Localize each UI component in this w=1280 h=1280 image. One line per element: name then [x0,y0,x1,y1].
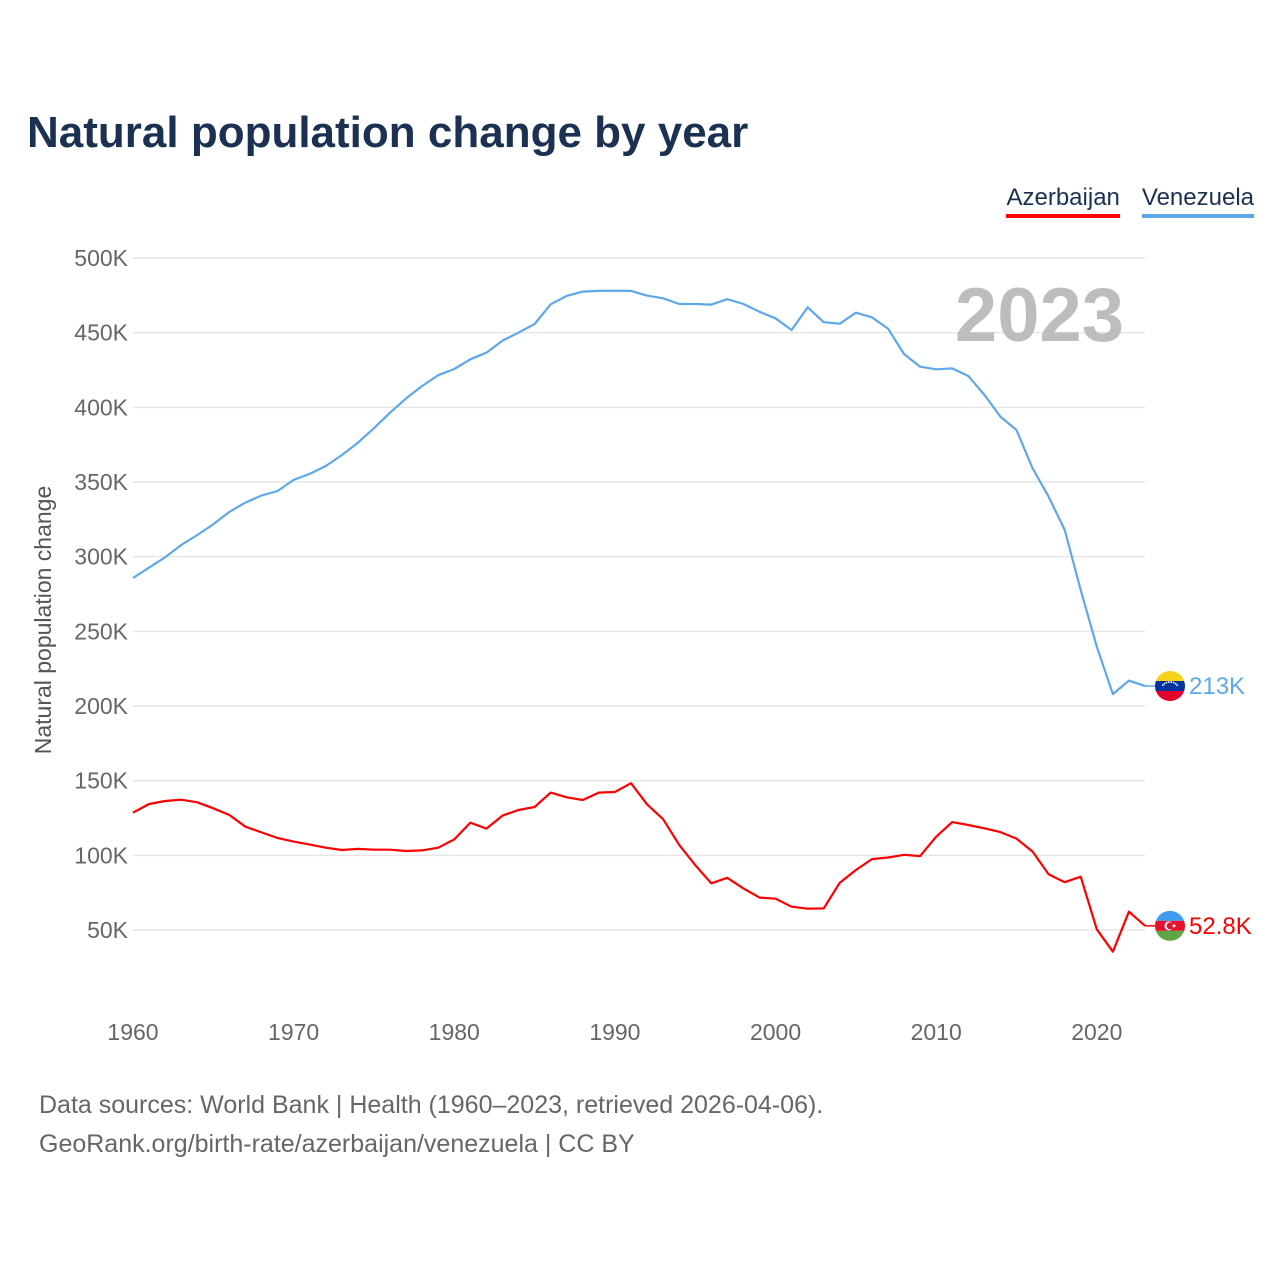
y-tick-label: 300K [74,544,128,570]
line-chart: 50K100K150K200K250K300K350K400K450K500K … [30,245,1252,1045]
y-tick-label: 450K [74,320,128,346]
x-tick-label: 1980 [429,1019,480,1045]
series-line-venezuela [132,289,1146,696]
legend: Azerbaijan Venezuela [1006,184,1254,218]
gridlines [133,257,1145,931]
azerbaijan-flag-icon [1155,910,1185,941]
legend-item-venezuela[interactable]: Venezuela [1141,184,1254,218]
x-tick-label: 2020 [1071,1019,1122,1045]
y-tick-label: 50K [87,917,129,943]
series-lines [132,289,1146,953]
y-tick-label: 150K [74,768,128,794]
x-tick-label: 1990 [589,1019,640,1045]
y-tick-label: 200K [74,693,128,719]
x-tick-label: 2000 [750,1019,801,1045]
y-tick-label: 350K [74,469,128,495]
venezuela-flag-icon [1155,671,1185,702]
x-tick-label: 2010 [911,1019,962,1045]
source-link[interactable]: GeoRank.org/birth-rate/azerbaijan/venezu… [39,1130,635,1158]
y-axis-label: Natural population change [30,486,56,755]
y-tick-label: 500K [74,245,128,271]
x-tick-label: 1960 [107,1019,158,1045]
end-value-label: 213K [1189,673,1245,700]
legend-item-azerbaijan[interactable]: Azerbaijan [1006,184,1120,218]
y-axis-ticks: 50K 100K 150K 200K 250K 300K 350K 400K 450K 500K [74,245,128,943]
y-tick-label: 250K [74,618,128,644]
y-tick-label: 400K [74,394,128,420]
end-value-label: 52.8K [1189,913,1252,940]
data-source-text: Data sources: World Bank | Health (1960–… [39,1091,824,1119]
current-year-label: 2023 [955,273,1124,358]
x-axis-ticks: 1960 1970 1980 1990 2000 2010 2020 [107,1019,1122,1045]
footer: Data sources: World Bank | Health (1960–… [39,1086,823,1164]
y-tick-label: 100K [74,842,128,868]
x-tick-label: 1970 [268,1019,319,1045]
series-end-markers: 52.8K 213K [1145,671,1252,941]
series-line-azerbaijan [132,782,1146,953]
chart-title: Natural population change by year [27,108,749,157]
